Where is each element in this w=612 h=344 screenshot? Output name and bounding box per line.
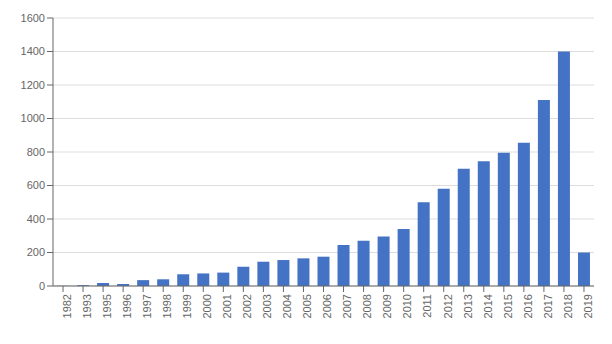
svg-text:1996: 1996 xyxy=(121,294,133,318)
svg-text:1400: 1400 xyxy=(21,45,45,57)
svg-text:1600: 1600 xyxy=(21,12,45,24)
svg-text:1995: 1995 xyxy=(101,294,113,318)
svg-text:2003: 2003 xyxy=(261,294,273,318)
svg-text:1999: 1999 xyxy=(181,294,193,318)
svg-text:1997: 1997 xyxy=(141,294,153,318)
svg-text:1993: 1993 xyxy=(81,294,93,318)
svg-text:1998: 1998 xyxy=(161,294,173,318)
svg-text:2007: 2007 xyxy=(341,294,353,318)
svg-text:2010: 2010 xyxy=(401,294,413,318)
svg-text:2012: 2012 xyxy=(442,294,454,318)
svg-text:2014: 2014 xyxy=(482,294,494,318)
svg-text:2005: 2005 xyxy=(301,294,313,318)
svg-text:200: 200 xyxy=(27,246,45,258)
svg-text:1000: 1000 xyxy=(21,112,45,124)
svg-text:2019: 2019 xyxy=(582,294,594,318)
svg-text:2004: 2004 xyxy=(281,294,293,318)
svg-text:2008: 2008 xyxy=(361,294,373,318)
svg-text:2006: 2006 xyxy=(321,294,333,318)
svg-text:2011: 2011 xyxy=(421,294,433,318)
svg-text:2000: 2000 xyxy=(201,294,213,318)
svg-text:2017: 2017 xyxy=(542,294,554,318)
svg-text:2001: 2001 xyxy=(221,294,233,318)
svg-text:2009: 2009 xyxy=(381,294,393,318)
svg-text:600: 600 xyxy=(27,179,45,191)
svg-text:2002: 2002 xyxy=(241,294,253,318)
svg-text:2018: 2018 xyxy=(562,294,574,318)
svg-text:2015: 2015 xyxy=(502,294,514,318)
svg-text:0: 0 xyxy=(39,280,45,292)
svg-text:1982: 1982 xyxy=(61,294,73,318)
svg-text:800: 800 xyxy=(27,146,45,158)
svg-text:2016: 2016 xyxy=(522,294,534,318)
svg-text:400: 400 xyxy=(27,213,45,225)
svg-text:2013: 2013 xyxy=(462,294,474,318)
svg-text:1200: 1200 xyxy=(21,79,45,91)
